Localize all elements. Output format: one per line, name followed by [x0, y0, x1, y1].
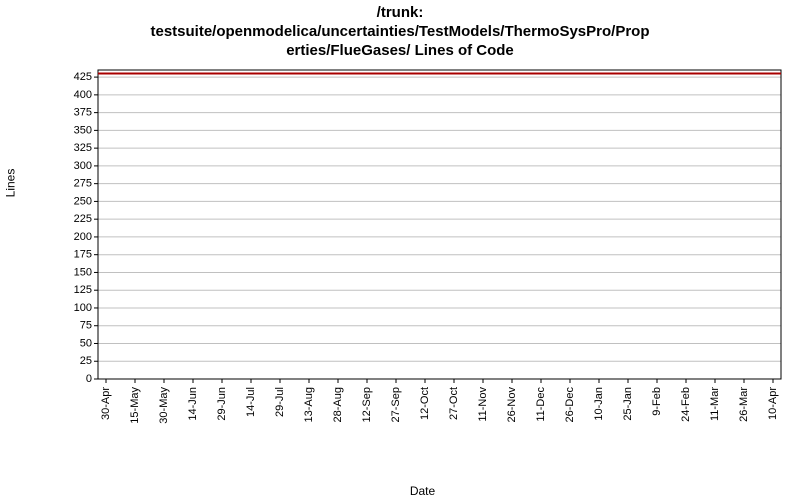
svg-text:14-Jul: 14-Jul [245, 387, 257, 417]
svg-text:250: 250 [74, 195, 92, 207]
svg-text:15-May: 15-May [129, 387, 141, 424]
title-line-1: /trunk: [30, 4, 770, 23]
svg-text:0: 0 [86, 373, 92, 385]
y-axis-label: Lines [2, 0, 18, 365]
svg-text:12-Sep: 12-Sep [361, 387, 373, 422]
svg-text:28-Aug: 28-Aug [332, 387, 344, 422]
svg-text:29-Jul: 29-Jul [274, 387, 286, 417]
svg-text:275: 275 [74, 178, 92, 190]
svg-text:24-Feb: 24-Feb [680, 387, 692, 422]
plot-area: 0 25 50 75 100 125 150 175 200 225 250 275 300 325 350… [60, 66, 785, 431]
svg-text:30-Apr: 30-Apr [100, 387, 112, 420]
svg-text:29-Jun: 29-Jun [216, 387, 228, 421]
svg-text:100: 100 [74, 302, 92, 314]
svg-text:9-Feb: 9-Feb [651, 387, 663, 416]
svg-text:27-Sep: 27-Sep [390, 387, 402, 422]
chart-svg: 0 25 50 75 100 125 150 175 200 225 250 275 300 325 350… [60, 66, 785, 431]
svg-text:200: 200 [74, 231, 92, 243]
svg-text:125: 125 [74, 284, 92, 296]
title-line-2: testsuite/openmodelica/uncertainties/Tes… [30, 23, 770, 42]
svg-text:350: 350 [74, 124, 92, 136]
svg-text:26-Dec: 26-Dec [564, 387, 576, 423]
svg-text:50: 50 [80, 337, 92, 349]
svg-text:425: 425 [74, 71, 92, 83]
svg-text:13-Aug: 13-Aug [303, 387, 315, 422]
svg-text:10-Apr: 10-Apr [767, 387, 779, 420]
svg-text:10-Jan: 10-Jan [593, 387, 605, 421]
svg-text:11-Dec: 11-Dec [535, 387, 547, 422]
svg-text:30-May: 30-May [158, 387, 170, 424]
chart-container: /trunk: testsuite/openmodelica/uncertain… [0, 0, 800, 500]
svg-text:14-Jun: 14-Jun [187, 387, 199, 421]
svg-text:175: 175 [74, 249, 92, 261]
svg-text:26-Mar: 26-Mar [738, 387, 750, 422]
x-axis-label: Date [60, 484, 785, 498]
chart-title: /trunk: testsuite/openmodelica/uncertain… [0, 0, 800, 60]
svg-text:12-Oct: 12-Oct [419, 387, 431, 420]
svg-text:11-Nov: 11-Nov [477, 387, 489, 422]
svg-text:375: 375 [74, 107, 92, 119]
svg-text:225: 225 [74, 213, 92, 225]
svg-text:26-Nov: 26-Nov [506, 387, 518, 423]
svg-text:150: 150 [74, 266, 92, 278]
svg-text:25-Jan: 25-Jan [622, 387, 634, 421]
svg-text:400: 400 [74, 89, 92, 101]
svg-text:11-Mar: 11-Mar [709, 387, 721, 421]
svg-text:75: 75 [80, 320, 92, 332]
svg-text:25: 25 [80, 355, 92, 367]
title-line-3: erties/FlueGases/ Lines of Code [30, 42, 770, 61]
svg-text:325: 325 [74, 142, 92, 154]
svg-text:300: 300 [74, 160, 92, 172]
svg-text:27-Oct: 27-Oct [448, 387, 460, 420]
